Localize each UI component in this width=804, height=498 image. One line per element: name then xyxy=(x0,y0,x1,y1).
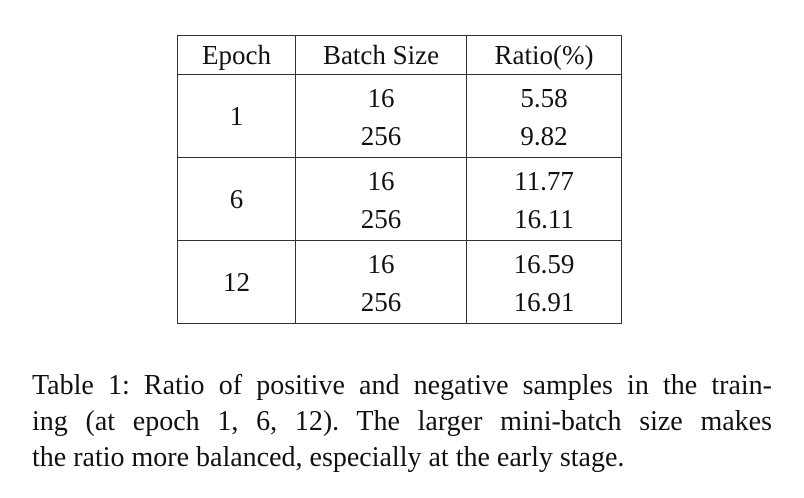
epoch-cell: 12 xyxy=(176,240,297,324)
table-row: 256 16.11 xyxy=(178,200,622,241)
epoch-cell: 6 xyxy=(176,157,297,241)
table-row: 6 16 11.77 xyxy=(176,157,622,241)
header-epoch: Epoch xyxy=(176,35,297,75)
batch-size-cell: 256 xyxy=(295,283,468,324)
caption-line-1: Table 1: Ratio of positive and negative … xyxy=(32,370,772,401)
header-ratio: Ratio(%) xyxy=(466,35,622,75)
batch-size-cell: 16 xyxy=(295,157,468,200)
ratio-cell-best: 16.11 xyxy=(466,200,622,241)
table-row: 256 16.91 xyxy=(178,283,622,324)
table-row: 12 16 16.59 xyxy=(176,240,622,324)
table-caption: Table 1: Ratio of positive and negative … xyxy=(32,368,772,476)
ratio-cell-best: 9.82 xyxy=(466,117,622,158)
batch-size-cell: 256 xyxy=(295,117,468,158)
ratio-cell-best: 16.91 xyxy=(466,283,622,324)
ratio-cell: 16.59 xyxy=(466,240,622,283)
caption-line-3: the ratio more balanced, especially at t… xyxy=(32,442,625,473)
batch-size-cell: 256 xyxy=(295,200,468,241)
table-row: 256 9.82 xyxy=(178,117,622,158)
header-batch-size: Batch Size xyxy=(295,35,468,75)
ratio-cell: 11.77 xyxy=(466,157,622,200)
results-table: Epoch Batch Size Ratio(%) 1 16 5.58 256 … xyxy=(176,35,622,324)
table-header-row: Epoch Batch Size Ratio(%) xyxy=(176,35,622,75)
caption-line-2: ing (at epoch 1, 6, 12). The larger mini… xyxy=(32,406,772,437)
epoch-cell: 1 xyxy=(176,74,297,158)
table-row: 1 16 5.58 xyxy=(176,74,622,158)
ratio-cell: 5.58 xyxy=(466,74,622,117)
batch-size-cell: 16 xyxy=(295,74,468,117)
batch-size-cell: 16 xyxy=(295,240,468,283)
